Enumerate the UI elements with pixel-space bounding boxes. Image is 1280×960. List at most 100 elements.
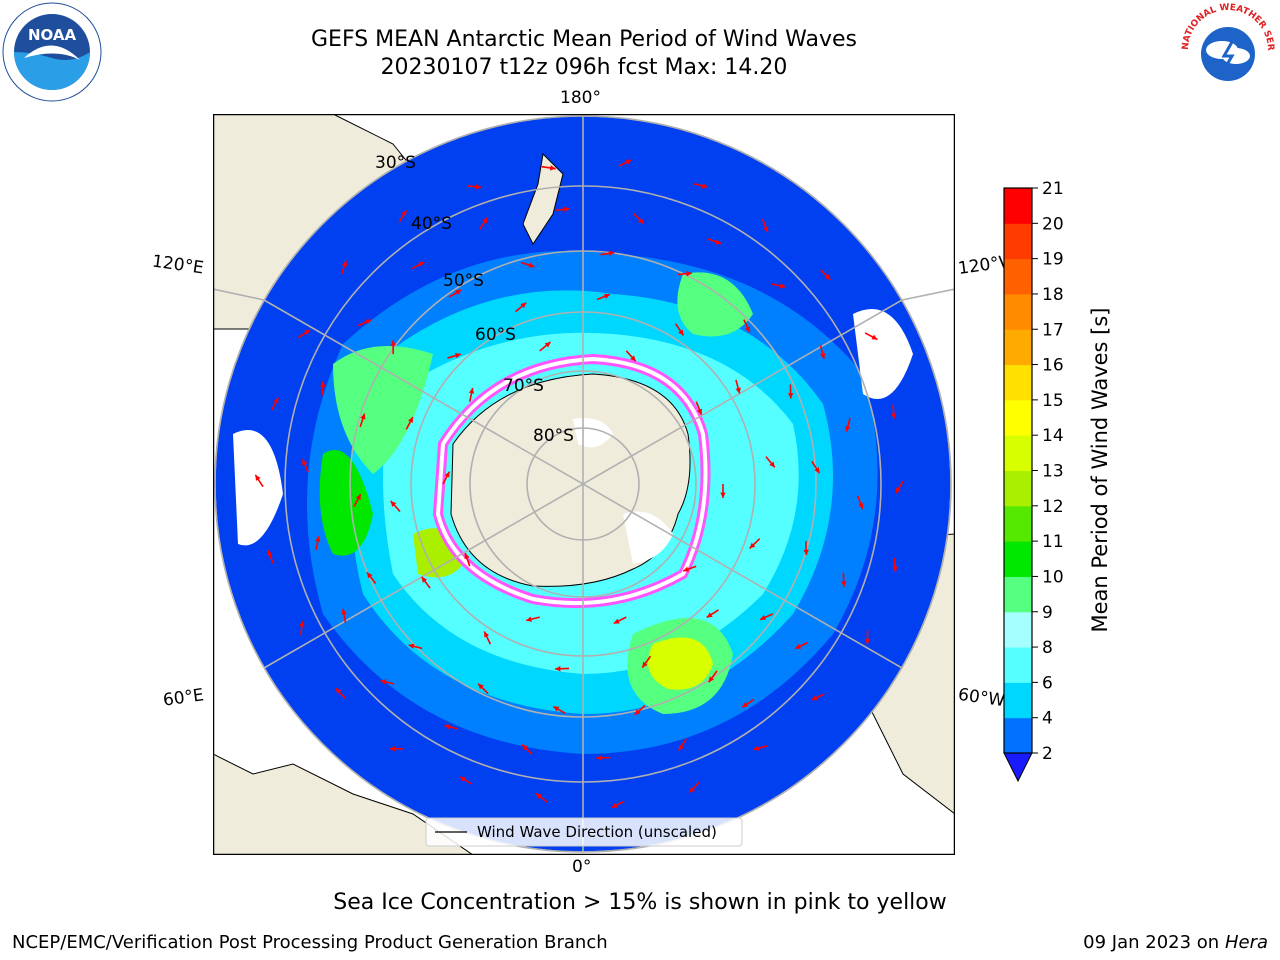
colorbar-band	[1004, 435, 1032, 471]
wind-arrow-head	[267, 550, 273, 557]
wind-arrows	[254, 159, 904, 809]
colorbar-tick-label: 18	[1042, 285, 1064, 305]
title-line-1: GEFS MEAN Antarctic Mean Period of Wind …	[311, 27, 857, 52]
wind-arrow-head	[686, 271, 692, 277]
wind-arrow-head	[634, 709, 641, 715]
wind-arrow-head	[706, 612, 713, 618]
wind-arrow-head	[613, 618, 620, 624]
wind-arrow-head	[638, 217, 644, 224]
colorbar-tick-label: 21	[1042, 180, 1064, 199]
wind-arrow-head	[535, 793, 542, 799]
wind-arrow-head	[468, 388, 475, 394]
wind-arrow-head	[460, 776, 467, 782]
colorbar-band	[1004, 399, 1032, 436]
footer-host: Hera	[1224, 932, 1268, 953]
wind-arrow-head	[555, 666, 561, 672]
wind-arrow-head	[744, 326, 750, 333]
colorbar-band	[1004, 188, 1032, 224]
wind-arrow-head	[760, 614, 767, 620]
colorbar-tick-label: 9	[1042, 603, 1053, 623]
title-line-2: 20230107 t12z 096h fcst Max: 14.20	[380, 55, 788, 80]
wind-arrow-head	[380, 679, 387, 685]
colorbar-tick-label: 11	[1042, 532, 1064, 552]
wind-arrow-head	[365, 319, 372, 325]
colorbar-tick-label: 15	[1042, 391, 1064, 411]
colorbar-tick-label: 4	[1042, 709, 1053, 729]
wind-arrow-head	[678, 744, 684, 751]
colorbar-band	[1004, 223, 1032, 260]
colorbar-band	[1004, 505, 1032, 542]
wind-arrow-head	[630, 355, 636, 362]
colorbar-tick-label: 19	[1042, 250, 1064, 270]
wind-arrow-head	[824, 274, 831, 280]
wind-arrow-head	[478, 683, 484, 690]
wind-arrow-head	[341, 608, 347, 615]
colorbar-label: Mean Period of Wind Waves [s]	[1088, 308, 1112, 633]
polar-map: 30°S 40°S 50°S 60°S 70°S 80°S Wind Wave …	[213, 114, 955, 855]
wind-arrow-head	[549, 165, 556, 171]
wind-arrow-head	[455, 353, 461, 359]
lon-label-top: 180°	[560, 88, 601, 108]
wind-arrow-head	[864, 638, 871, 645]
wind-arrow-head	[367, 572, 373, 579]
wind-arrow-head	[522, 744, 528, 751]
colorbar-band	[1004, 576, 1032, 613]
wind-arrow-head	[528, 262, 535, 268]
colorbar-tick-label: 2	[1042, 744, 1053, 764]
legend-label: Wind Wave Direction (unscaled)	[477, 823, 717, 841]
wind-arrow-head	[355, 494, 361, 501]
colorbar-under-extension	[1003, 752, 1033, 783]
colorbar-tick-label: 16	[1042, 356, 1064, 376]
colorbar-tick-label: 10	[1042, 567, 1064, 587]
wind-arrow-head	[302, 459, 308, 466]
colorbar-tick-label: 20	[1042, 214, 1064, 234]
wind-arrow-head	[715, 239, 722, 245]
wind-arrow-head	[604, 293, 610, 299]
colorbar-band	[1004, 470, 1032, 507]
wind-arrow-head	[892, 566, 898, 572]
wind-arrow-head	[563, 206, 570, 213]
wind-arrow-head	[871, 334, 878, 340]
wind-arrow-head	[753, 745, 760, 751]
wind-arrow-head	[315, 536, 321, 543]
wind-arrow-head	[299, 621, 305, 627]
wind-arrow-head	[408, 643, 415, 649]
wind-arrow-head	[763, 226, 769, 233]
footer-date: 09 Jan 2023 on Hera	[1083, 932, 1268, 953]
wind-arrow-head	[464, 553, 470, 559]
africa-land	[213, 753, 474, 855]
colorbar-band	[1004, 293, 1032, 330]
colorbar-band	[1004, 717, 1032, 754]
lon-label-left-upper: 120°E	[150, 251, 205, 279]
lat-label-40: 40°S	[411, 214, 452, 234]
wind-arrow-head	[421, 576, 428, 583]
colorbar-tick-label: 8	[1042, 638, 1053, 658]
wind-arrow-head	[678, 329, 684, 336]
wind-arrow-head	[683, 566, 690, 572]
wind-arrow-head	[890, 413, 897, 419]
wind-arrow-head	[444, 471, 450, 478]
wind-arrow-head	[697, 408, 703, 415]
wind-arrow-head	[689, 786, 696, 793]
wind-arrow-head	[820, 353, 826, 360]
wind-arrow-head	[389, 746, 395, 752]
lat-label-50: 50°S	[443, 271, 484, 291]
colorbar-band	[1004, 364, 1032, 401]
wind-arrow-head	[720, 492, 726, 498]
colorbar-tick-label: 12	[1042, 497, 1064, 517]
wind-arrow-head	[444, 724, 451, 730]
wind-arrow-head	[341, 260, 348, 267]
footer-date-text: 09 Jan 2023 on	[1083, 932, 1220, 953]
wind-arrow-head	[841, 581, 847, 587]
wind-arrow-head	[484, 631, 490, 638]
wind-arrow-head	[742, 701, 749, 708]
wind-arrow-head	[553, 706, 560, 712]
wind-arrow-head	[787, 393, 794, 399]
wind-arrow-head	[779, 283, 786, 289]
wind-arrow-head	[642, 661, 648, 668]
wind-arrow-head	[273, 397, 279, 404]
new-zealand-land	[522, 152, 564, 245]
wind-arrow-head	[475, 184, 481, 190]
wind-arrow-head	[335, 688, 342, 694]
colorbar-band	[1004, 258, 1032, 295]
